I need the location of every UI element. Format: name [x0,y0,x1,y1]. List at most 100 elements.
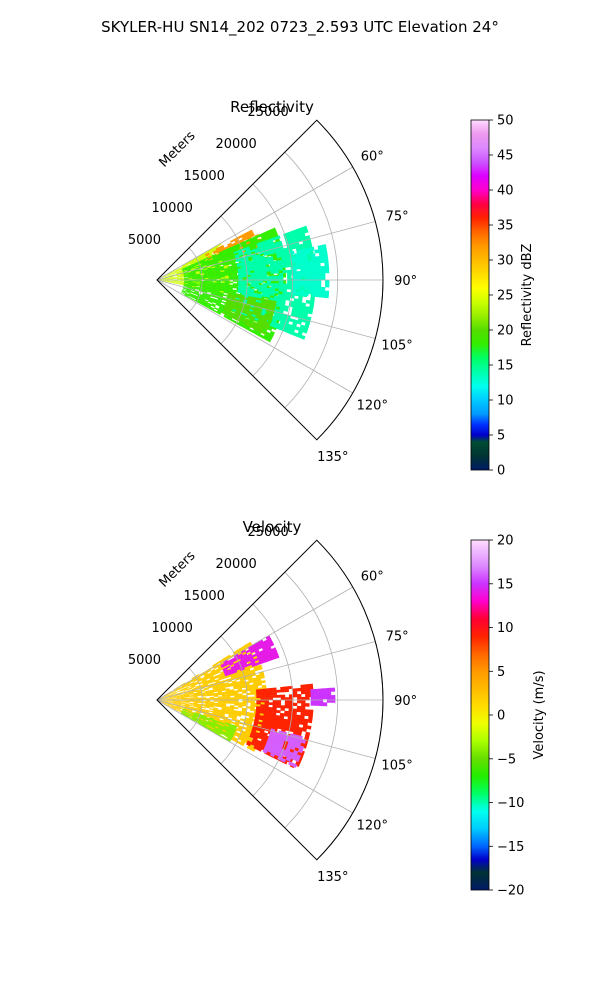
reflectivity-echo-cell [314,249,320,254]
velocity-echo-cell [305,690,310,695]
velocity-echo-cell [257,680,262,684]
reflectivity-echo-cell [192,296,197,299]
velocity-echo-cell [164,694,169,697]
velocity-echo-cell [253,665,259,670]
reflectivity-echo-cell [191,267,197,270]
velocity-echo-cell [225,688,230,691]
reflectivity-echo-cell [316,273,322,277]
reflectivity-echo-cell [223,307,229,311]
reflectivity-echo-cell [261,330,267,335]
reflectivity-echo-cell [323,254,329,260]
velocity-echo-cell [245,649,251,654]
reflectivity-echo-cell [225,256,230,260]
reflectivity-echo-cell [287,280,292,284]
reflectivity-echo-cell [199,253,204,257]
reflectivity-echo-cell [224,254,230,258]
velocity-echo-cell [266,720,271,725]
velocity-echo-cell [242,653,248,658]
reflectivity-echo-cell [222,249,228,253]
reflectivity-echo-cell [255,254,261,258]
velocity-echo-cell [279,718,284,722]
velocity-echo-cell [231,718,237,721]
velocity-echo-cell [290,722,296,727]
velocity-echo-cell [181,696,186,698]
reflectivity-echo-cell [169,282,174,284]
reflectivity-echo-cell [168,273,173,276]
reflectivity-echo-cell [251,245,257,250]
velocity-echo-cell [193,698,198,700]
reflectivity-echo-cell [183,272,188,275]
velocity-echo-cell [252,738,258,742]
velocity-echo-cell [187,716,193,720]
velocity-echo-cell [201,706,206,709]
velocity-echo-cell [251,653,257,658]
velocity-echo-cell [283,713,289,717]
reflectivity-echo-cell [227,250,233,254]
velocity-echo-cell [272,707,277,711]
velocity-echo-cell [161,699,166,700]
reflectivity-echo-cell [279,275,284,279]
velocity-echo-cell [200,676,206,680]
velocity-echo-cell [207,681,212,685]
velocity-panel: Velocity 50001000015000200002500060°75°9… [128,518,547,899]
reflectivity-echo-cell [251,323,257,328]
velocity-echo-cell [260,704,265,707]
reflectivity-echo-cell [292,235,298,240]
velocity-echo-cell [231,657,236,661]
reflectivity-echo-cell [305,247,311,252]
velocity-echo-cell [233,736,238,741]
reflectivity-echo-cell [216,281,221,283]
velocity-echo-cell [255,710,261,714]
velocity-echo-cell [252,677,257,681]
reflectivity-echo-cell [187,273,192,275]
reflectivity-echo-cell [241,324,247,329]
reflectivity-echo-cell [300,233,306,238]
velocity-echo-cell [260,675,265,679]
reflectivity-echo-cell [184,294,189,298]
velocity-echo-cell [201,705,206,707]
reflectivity-echo-cell [307,260,313,265]
reflectivity-echo-cell [208,274,213,276]
velocity-echo-cell [264,744,270,749]
velocity-echo-cell [223,726,228,730]
reflectivity-echo-cell [304,286,309,290]
reflectivity-echo-cell [204,298,210,301]
reflectivity-echo-cell [175,270,180,273]
velocity-colorbar-tick-label: −5 [497,752,516,767]
reflectivity-echo-cell [181,291,186,294]
reflectivity-echo-cell [192,278,197,280]
velocity-echo-cell [165,700,170,701]
velocity-echo-cell [233,662,239,666]
velocity-echo-cell [187,711,192,714]
reflectivity-echo-cell [193,263,198,267]
reflectivity-echo-cell [235,259,241,263]
velocity-echo-cell [202,723,207,727]
velocity-echo-cell [172,705,177,708]
velocity-echo-cell [310,692,315,696]
reflectivity-echo-cell [253,294,258,298]
velocity-echo-cell [253,745,259,750]
velocity-echo-cell [218,726,224,730]
velocity-echo-cell [173,701,178,703]
velocity-echo-cell [280,694,286,698]
velocity-echo-cell [234,703,239,706]
reflectivity-echo-cell [192,258,197,262]
velocity-echo-cell [164,703,169,706]
reflectivity-echo-cell [184,277,189,279]
reflectivity-echo-cell [192,262,198,265]
velocity-echo-cell [296,687,302,692]
velocity-echo-cell [280,686,285,690]
reflectivity-echo-cell [246,250,251,254]
reflectivity-echo-cell [254,240,259,244]
velocity-echo-cell [165,698,170,700]
reflectivity-echo-cell [216,286,221,289]
velocity-echo-cell [168,704,173,707]
velocity-echo-cell [225,706,231,709]
velocity-echo-cell [279,712,285,717]
reflectivity-echo-cell [161,280,166,281]
velocity-echo-cell [256,747,262,752]
velocity-echo-cell [164,695,169,698]
reflectivity-echo-cell [218,306,224,310]
reflectivity-echo-cell [182,264,187,267]
